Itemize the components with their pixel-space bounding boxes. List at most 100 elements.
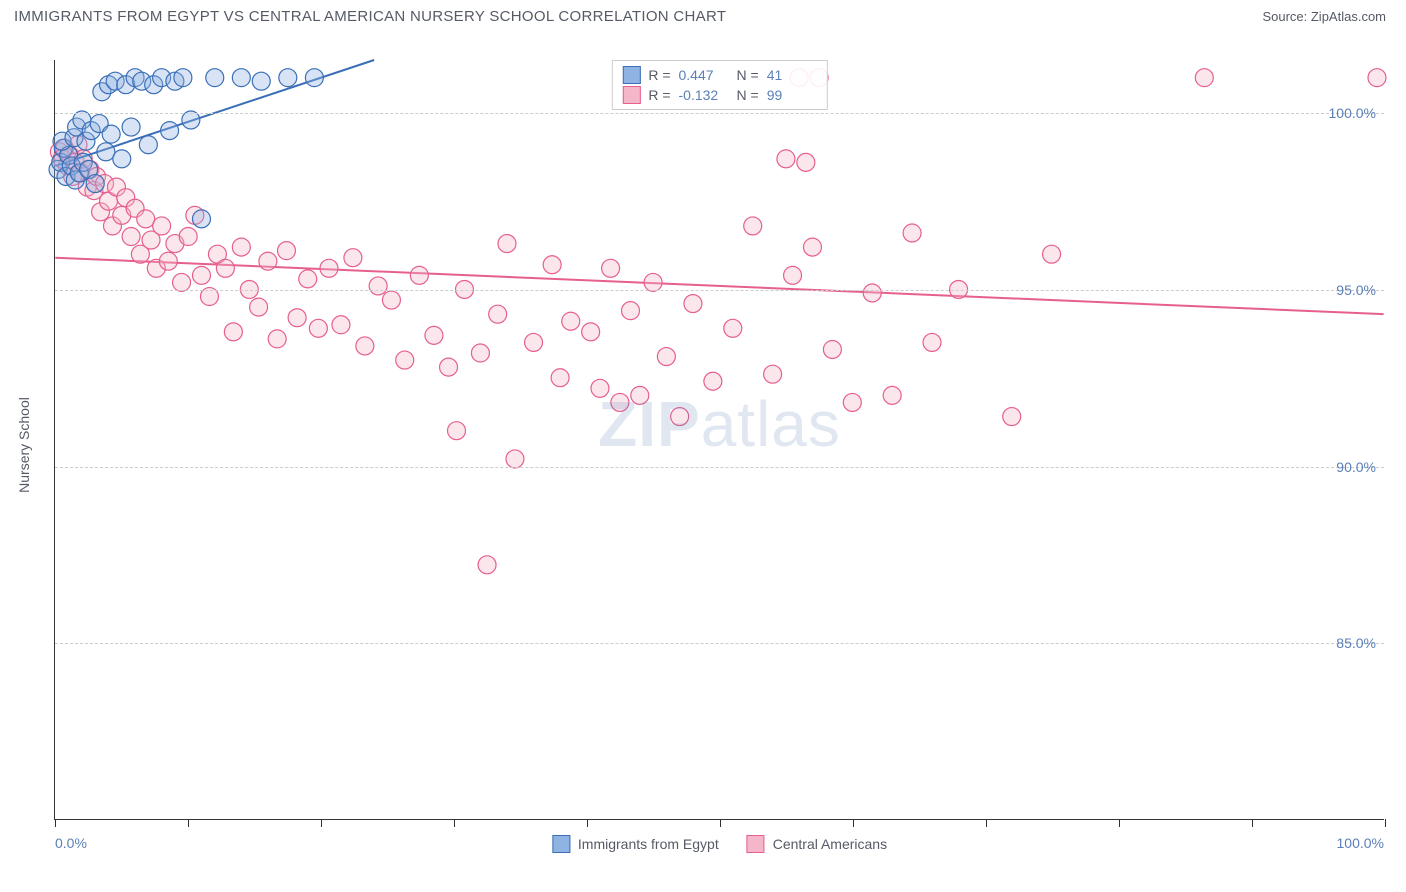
chart-title: IMMIGRANTS FROM EGYPT VS CENTRAL AMERICA… [14,8,726,25]
data-point [543,256,561,274]
data-point [1368,69,1386,87]
gridline [55,643,1384,644]
data-point [356,337,374,355]
data-point [250,298,268,316]
data-point [506,450,524,468]
legend-r-label: R = [648,87,670,103]
data-point [622,302,640,320]
data-point [525,333,543,351]
plot-area: ZIPatlas R =0.447N =41R =-0.132N =99 0.0… [54,60,1384,820]
data-point [823,340,841,358]
data-point [582,323,600,341]
legend-stats: R =0.447N =41R =-0.132N =99 [611,60,827,110]
data-point [448,422,466,440]
data-point [86,175,104,193]
data-point [923,333,941,351]
legend-swatch [747,835,765,853]
plot-svg [55,60,1384,819]
data-point [161,122,179,140]
y-tick-label: 95.0% [1336,282,1376,298]
legend-series-item: Central Americans [747,835,887,853]
legend-n-value: 99 [767,87,817,103]
legend-series-label: Central Americans [773,836,887,852]
data-point [288,309,306,327]
data-point [631,386,649,404]
legend-swatch [622,66,640,84]
chart-container: Nursery School ZIPatlas R =0.447N =41R =… [14,40,1392,850]
data-point [113,150,131,168]
data-point [425,326,443,344]
data-point [498,235,516,253]
data-point [704,372,722,390]
y-tick-label: 85.0% [1336,635,1376,651]
data-point [657,348,675,366]
data-point [173,273,191,291]
y-tick-label: 90.0% [1336,459,1376,475]
data-point [777,150,795,168]
legend-n-label: N = [737,87,759,103]
data-point [305,69,323,87]
x-tick [454,819,455,827]
y-tick-label: 100.0% [1329,105,1376,121]
data-point [344,249,362,267]
data-point [332,316,350,334]
legend-swatch [552,835,570,853]
legend-stats-row: R = -0.132 N = 99 [622,85,816,105]
x-tick [1385,819,1386,827]
data-point [159,252,177,270]
data-point [299,270,317,288]
legend-r-value: -0.132 [679,87,729,103]
gridline [55,113,1384,114]
legend-n-value: 41 [767,67,817,83]
data-point [684,295,702,313]
data-point [797,153,815,171]
gridline [55,290,1384,291]
data-point [122,118,140,136]
x-tick [55,819,56,827]
legend-stats-row: R =0.447N =41 [622,65,816,85]
legend-series: Immigrants from Egypt Central Americans [552,835,887,853]
x-tick [1119,819,1120,827]
x-tick [587,819,588,827]
data-point [1003,408,1021,426]
data-point [232,69,250,87]
data-point [97,143,115,161]
data-point [1195,69,1213,87]
data-point [644,273,662,291]
data-point [309,319,327,337]
data-point [224,323,242,341]
legend-series-item: Immigrants from Egypt [552,835,719,853]
x-tick [986,819,987,827]
data-point [562,312,580,330]
legend-n-label: N = [737,67,759,83]
data-point [216,259,234,277]
data-point [192,266,210,284]
data-point [863,284,881,302]
data-point [279,69,297,87]
data-point [764,365,782,383]
data-point [396,351,414,369]
y-axis-label: Nursery School [16,397,32,493]
data-point [137,210,155,228]
data-point [611,393,629,411]
data-point [153,217,171,235]
data-point [489,305,507,323]
data-point [268,330,286,348]
data-point [206,69,224,87]
legend-series-label: Immigrants from Egypt [578,836,719,852]
data-point [591,379,609,397]
data-point [369,277,387,295]
data-point [320,259,338,277]
data-point [174,69,192,87]
x-axis-min-label: 0.0% [55,835,87,851]
legend-swatch [622,86,640,104]
data-point [478,556,496,574]
x-tick [321,819,322,827]
data-point [903,224,921,242]
data-point [192,210,210,228]
data-point [551,369,569,387]
data-point [259,252,277,270]
data-point [784,266,802,284]
source-label: Source: ZipAtlas.com [1262,9,1386,24]
x-tick [1252,819,1253,827]
